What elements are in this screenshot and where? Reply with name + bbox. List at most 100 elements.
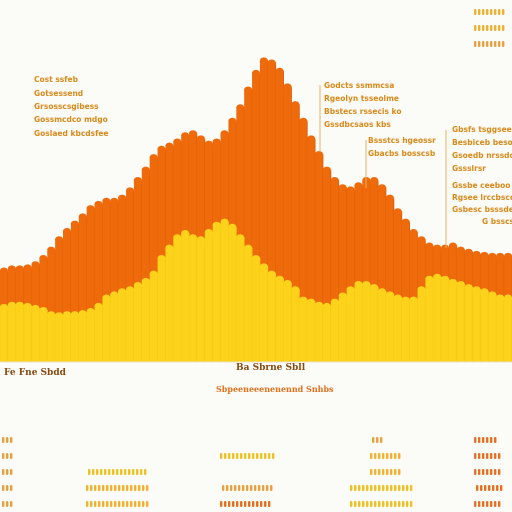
decorative-dot <box>390 501 393 507</box>
decorative-dot <box>482 437 485 443</box>
bar-cap <box>385 194 394 201</box>
orange-area-bar <box>47 249 56 362</box>
bar-cap <box>181 230 190 237</box>
decorative-dot <box>262 485 265 491</box>
decorative-dot <box>494 437 497 443</box>
bar-cap <box>252 69 260 76</box>
annotation-mid-3: Bbstecs rssecis ko <box>324 107 402 116</box>
decorative-dot <box>486 501 489 507</box>
yellow-area-bar <box>133 285 143 362</box>
yellow-area-bar <box>220 221 229 362</box>
bar-cap <box>291 101 300 108</box>
annotation-right-3: Gsoedb nrssdoseb <box>452 151 512 160</box>
decorative-dot <box>220 453 223 459</box>
orange-area-bar <box>283 86 292 363</box>
bar-cap <box>267 59 276 66</box>
decorative-dot <box>378 501 381 507</box>
decorative-dot <box>236 453 239 459</box>
decorative-dot <box>486 437 489 443</box>
decorative-dot <box>230 485 233 491</box>
bar-cap <box>220 130 229 137</box>
decorative-dot <box>380 437 383 443</box>
yellow-area-bar <box>141 280 151 362</box>
decorative-dot <box>2 437 5 443</box>
orange-area-bar <box>70 223 80 362</box>
yellow-area-bar <box>259 266 269 362</box>
yellow-area-bar <box>385 294 395 362</box>
bar-cap <box>488 291 497 298</box>
decorative-dot <box>478 453 481 459</box>
decorative-dot <box>394 453 397 459</box>
decorative-dot <box>482 41 485 47</box>
yellow-area-bar <box>7 304 17 362</box>
decorative-dot <box>94 501 97 507</box>
bar-cap <box>346 286 355 293</box>
decorative-dot <box>494 9 497 15</box>
yellow-area-bar <box>126 289 135 362</box>
annotation-leaders <box>319 85 447 248</box>
yellow-area-bar <box>94 305 103 362</box>
orange-area-bar <box>385 197 395 362</box>
yellow-area-bar <box>173 237 182 362</box>
yellow-area-bar <box>456 284 466 362</box>
bar-cap <box>315 301 323 308</box>
annotation-left-5: Goslaed kbcdsfee <box>34 129 109 138</box>
annotation-mid-5: Bssstcs hgeossr <box>368 136 436 145</box>
decorative-dot <box>6 469 9 475</box>
yellow-area-bar <box>291 289 300 362</box>
bar-cap <box>173 234 182 241</box>
decorative-dot <box>118 485 121 491</box>
bar-cap <box>464 284 473 291</box>
decorative-dot <box>490 25 493 31</box>
yellow-area-bar <box>252 258 261 362</box>
yellow-area-bar <box>228 226 237 362</box>
decorative-dot <box>362 485 365 491</box>
bar-cap <box>362 281 371 287</box>
decorative-dot <box>130 501 133 507</box>
decorative-dot <box>354 501 357 507</box>
decorative-dot <box>498 25 501 31</box>
axis-label-left: Fe Fne Sbdd <box>4 368 67 378</box>
decorative-dot <box>390 453 393 459</box>
decorative-dot <box>138 501 141 507</box>
bar-cap <box>448 278 457 285</box>
bar-cap <box>480 288 489 295</box>
bar-cap <box>23 264 32 271</box>
yellow-area-bar <box>472 289 481 362</box>
decorative-dot <box>474 501 477 507</box>
decorative-dot <box>486 453 489 459</box>
decorative-dot <box>492 485 495 491</box>
annotation-right-7: Gsbesc bsssdeed <box>452 205 512 214</box>
decorative-dot <box>146 501 149 507</box>
bar-cap <box>15 265 24 272</box>
decorative-dot <box>96 469 99 475</box>
orange-area-bar <box>393 211 403 362</box>
orange-area-bar <box>55 239 64 362</box>
decorative-dot <box>486 41 489 47</box>
decorative-dot <box>2 469 5 475</box>
orange-area-bar <box>149 157 158 362</box>
decorative-dot <box>406 501 409 507</box>
bar-cap <box>299 117 308 124</box>
bar-cap <box>236 234 245 241</box>
decorative-dot <box>272 453 275 459</box>
decorative-dot <box>6 501 9 507</box>
decorative-dot <box>222 485 225 491</box>
decorative-dot <box>494 453 497 459</box>
bar-cap <box>330 177 339 183</box>
decorative-dot <box>502 25 505 31</box>
orange-area-bar <box>370 180 379 362</box>
yellow-area-bar <box>362 284 371 362</box>
yellow-area-bar <box>488 294 497 362</box>
decorative-dot <box>86 485 89 491</box>
decorative-dot <box>358 485 361 491</box>
bar-cap <box>275 67 284 74</box>
bar-cap <box>173 138 182 145</box>
decorative-dot <box>474 437 477 443</box>
decorative-dot <box>494 25 497 31</box>
orange-area-bar <box>330 180 340 362</box>
bar-cap <box>480 251 489 258</box>
decorative-dot <box>122 501 125 507</box>
decorative-dot <box>266 485 269 491</box>
yellow-area-bar <box>15 304 25 362</box>
